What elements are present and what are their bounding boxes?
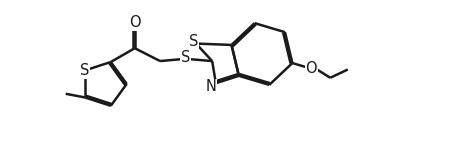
Text: O: O	[306, 61, 317, 76]
Text: S: S	[189, 34, 198, 49]
Text: O: O	[129, 15, 141, 30]
Text: N: N	[206, 79, 217, 94]
Text: S: S	[80, 63, 90, 78]
Text: S: S	[181, 50, 190, 65]
